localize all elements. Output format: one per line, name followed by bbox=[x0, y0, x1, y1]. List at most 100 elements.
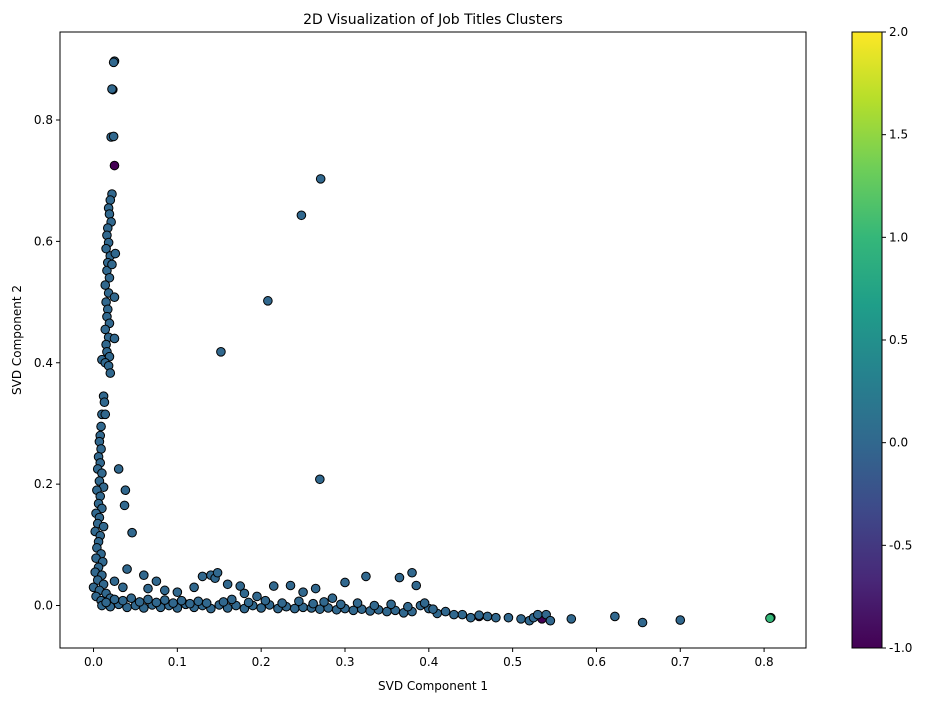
data-point bbox=[532, 609, 543, 620]
colorbar-tick-label: 0.5 bbox=[889, 333, 908, 347]
x-tick-label: 0.1 bbox=[168, 655, 187, 669]
data-point bbox=[120, 485, 131, 496]
data-point bbox=[96, 421, 106, 432]
data-point bbox=[99, 397, 110, 408]
data-point bbox=[352, 598, 363, 608]
data-point bbox=[126, 593, 137, 604]
data-point bbox=[96, 444, 106, 454]
data-point bbox=[101, 243, 111, 254]
data-point bbox=[108, 131, 119, 142]
chart-title: 2D Visualization of Job Titles Clusters bbox=[303, 12, 563, 28]
data-point bbox=[268, 581, 279, 591]
data-point bbox=[222, 579, 233, 590]
x-tick-label: 0.6 bbox=[587, 655, 606, 669]
data-point bbox=[394, 572, 405, 583]
data-point bbox=[482, 611, 493, 622]
data-point bbox=[185, 598, 195, 609]
data-point bbox=[143, 594, 153, 605]
data-point bbox=[319, 597, 329, 607]
data-point bbox=[168, 598, 178, 608]
data-point bbox=[143, 583, 153, 594]
data-point bbox=[159, 585, 170, 596]
data-point bbox=[610, 611, 620, 622]
y-axis-label: SVD Component 2 bbox=[10, 285, 24, 395]
data-point bbox=[110, 248, 121, 259]
y-tick-label: 0.8 bbox=[34, 113, 53, 127]
data-point bbox=[637, 617, 648, 628]
data-point bbox=[239, 588, 250, 599]
y-tick-label: 0.6 bbox=[34, 234, 53, 248]
x-tick-label: 0.3 bbox=[335, 655, 354, 669]
x-axis: 0.0 0.1 0.2 0.3 0.4 0.5 0.6 0.7 0.8 bbox=[84, 648, 774, 669]
data-point bbox=[108, 57, 119, 68]
data-point bbox=[127, 527, 137, 538]
data-point bbox=[107, 84, 117, 94]
data-point bbox=[315, 174, 326, 184]
data-point bbox=[407, 567, 417, 578]
data-point bbox=[296, 210, 307, 221]
data-point bbox=[315, 474, 325, 485]
data-point bbox=[403, 601, 413, 612]
data-point bbox=[118, 582, 128, 593]
data-point bbox=[109, 160, 120, 171]
data-point bbox=[151, 576, 162, 587]
data-point bbox=[134, 597, 145, 607]
data-point bbox=[327, 593, 338, 604]
points-layer bbox=[88, 56, 776, 628]
data-point bbox=[118, 595, 128, 606]
data-point bbox=[176, 595, 187, 606]
colorbar: -1.0 -0.5 0.0 0.5 1.0 1.5 2.0 bbox=[851, 25, 912, 655]
data-point bbox=[98, 521, 109, 532]
data-point bbox=[256, 603, 266, 613]
colorbar-gradient bbox=[851, 31, 883, 649]
data-point bbox=[516, 614, 526, 624]
data-point bbox=[201, 598, 212, 608]
colorbar-tick-label: 1.5 bbox=[889, 128, 908, 142]
data-point bbox=[119, 500, 130, 511]
data-point bbox=[104, 272, 115, 283]
x-tick-label: 0.7 bbox=[671, 655, 690, 669]
colorbar-tick-label: 1.0 bbox=[889, 230, 908, 244]
data-point bbox=[457, 609, 468, 620]
data-point bbox=[172, 587, 183, 597]
data-point bbox=[260, 595, 271, 606]
data-point bbox=[100, 280, 111, 290]
x-axis-label: SVD Component 1 bbox=[378, 679, 488, 693]
y-axis: 0.0 0.2 0.4 0.6 0.8 bbox=[34, 113, 60, 613]
data-point bbox=[675, 615, 686, 625]
plot-frame bbox=[59, 31, 807, 649]
data-point bbox=[109, 333, 120, 344]
data-point bbox=[105, 195, 116, 205]
data-point bbox=[369, 600, 380, 611]
data-point bbox=[189, 582, 199, 593]
data-point bbox=[109, 594, 120, 605]
data-point bbox=[294, 596, 304, 607]
data-point bbox=[212, 567, 223, 578]
y-tick-label: 0.4 bbox=[34, 356, 53, 370]
x-tick-label: 0.4 bbox=[419, 655, 438, 669]
data-point bbox=[449, 609, 459, 620]
data-point bbox=[474, 610, 484, 621]
data-point bbox=[298, 587, 308, 597]
data-point bbox=[411, 580, 422, 591]
x-tick-label: 0.5 bbox=[503, 655, 522, 669]
data-point bbox=[235, 581, 246, 591]
data-point bbox=[491, 612, 501, 623]
data-point bbox=[340, 577, 350, 588]
colorbar-tick-label: -0.5 bbox=[889, 538, 912, 552]
data-point bbox=[336, 599, 346, 610]
x-tick-label: 0.8 bbox=[755, 655, 774, 669]
x-tick-label: 0.2 bbox=[252, 655, 271, 669]
data-point bbox=[419, 598, 430, 608]
data-point bbox=[545, 615, 556, 626]
data-point bbox=[97, 468, 107, 479]
data-point bbox=[263, 296, 273, 306]
data-point bbox=[218, 597, 229, 607]
data-point bbox=[765, 613, 775, 624]
data-point bbox=[428, 604, 438, 614]
data-point bbox=[122, 564, 132, 574]
data-point bbox=[101, 597, 111, 608]
data-point bbox=[503, 612, 514, 623]
data-point bbox=[109, 576, 120, 587]
